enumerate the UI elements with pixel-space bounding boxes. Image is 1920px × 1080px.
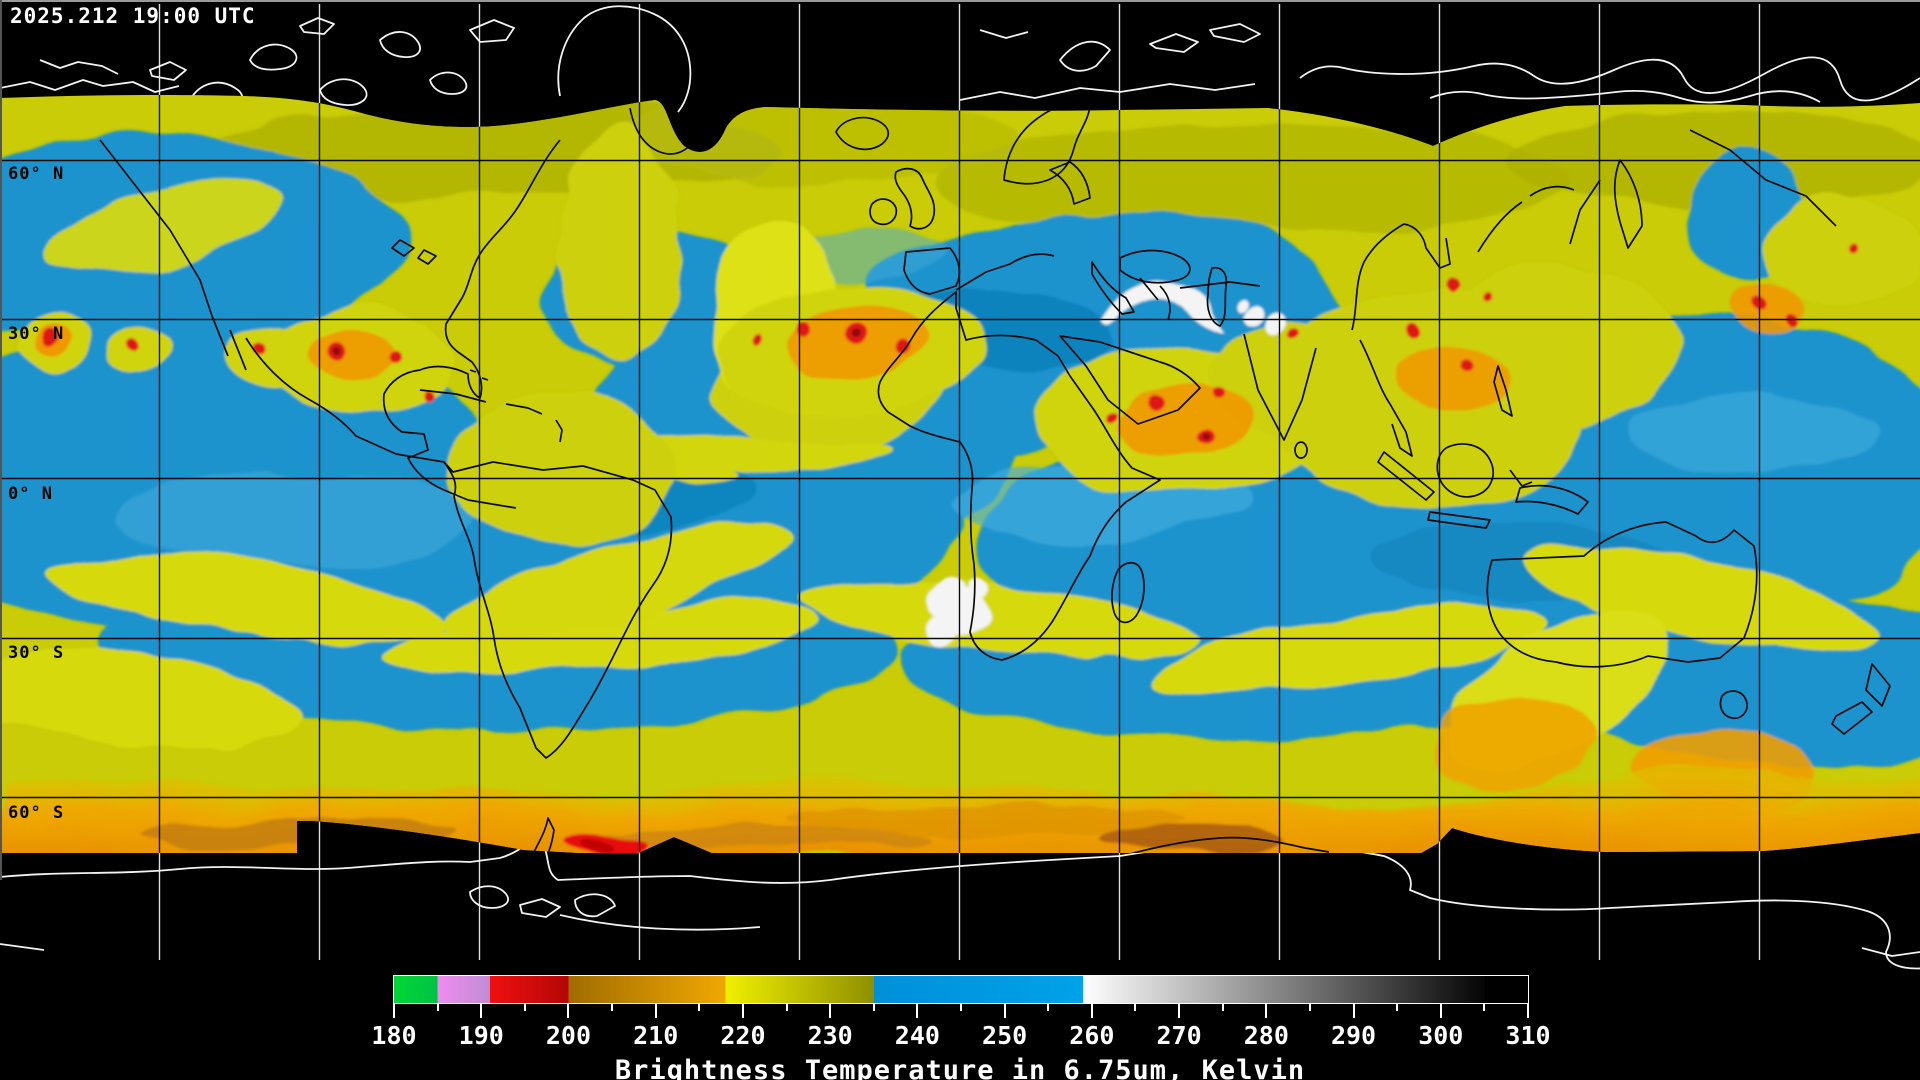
lat-label: 60° N xyxy=(8,164,65,185)
lat-label: 30° S xyxy=(8,643,65,663)
coastlines-over-data xyxy=(99,102,1891,854)
top-border-line xyxy=(0,0,1920,2)
lat-label: 60° S xyxy=(8,802,65,823)
graticule-over-data xyxy=(0,94,1920,854)
arctic-coastlines xyxy=(0,5,1920,113)
timestamp: 2025.212 19:00 UTC xyxy=(10,4,256,28)
lat-label: 0° N xyxy=(8,483,53,504)
lat-label: 30° N xyxy=(8,323,65,344)
left-border-line xyxy=(0,0,2,880)
antarctic-coastlines xyxy=(0,831,1920,970)
white-cloud-patches xyxy=(932,277,1294,644)
